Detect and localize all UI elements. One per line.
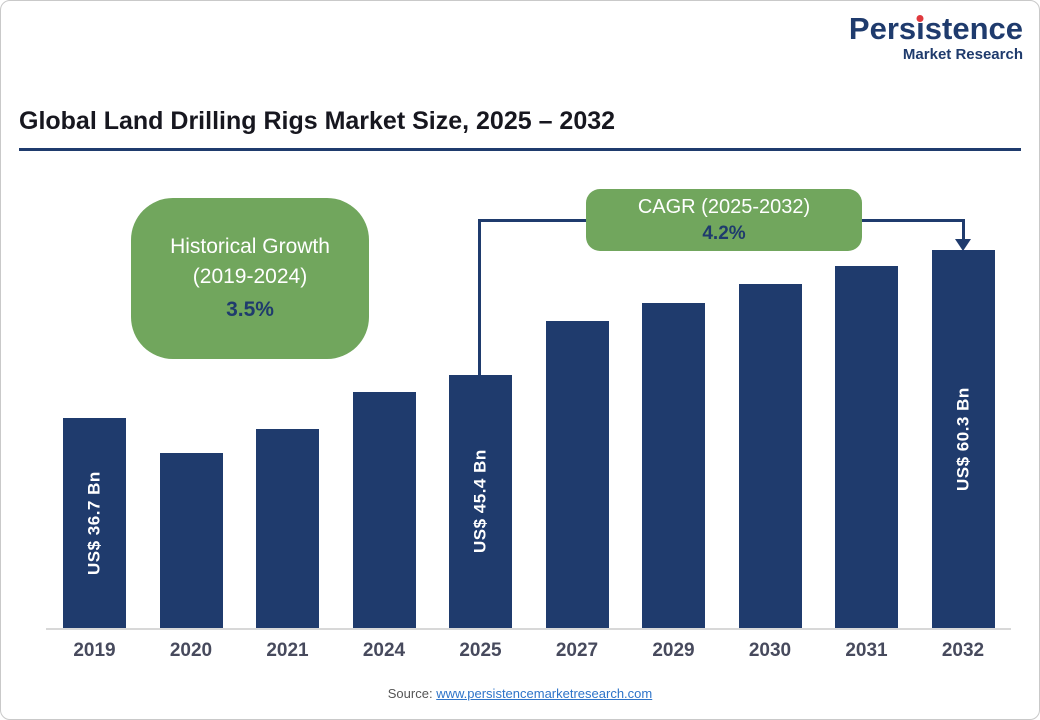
bar-2030 [738,284,802,628]
x-axis-label-2025: 2025 [459,640,502,661]
x-axis-label-2032: 2032 [941,640,985,661]
source-link[interactable]: www.persistencemarketresearch.com [436,686,653,701]
x-axis-label-2019: 2019 [73,640,116,661]
bar-2031 [835,266,898,628]
bar-2027 [545,321,609,628]
x-axis-label-2024: 2024 [362,640,406,661]
cagr-connector-right-horizontal [858,219,965,222]
bar-2019: US$ 36.7 Bn [63,418,126,628]
x-axis-label-2030: 2030 [748,640,792,661]
source-line: Source: www.persistencemarketresearch.co… [1,686,1039,701]
cagr-connector-right-vertical [962,219,965,240]
cagr-connector-left-vertical [478,219,481,377]
brand-subtitle: Market Research [902,46,1023,63]
chart-title: Global Land Drilling Rigs Market Size, 2… [19,107,616,135]
historical-growth-rate: 3.5% [226,297,274,321]
x-axis-label-2021: 2021 [266,640,309,661]
bar-chart: US$ 36.7 Bn 2019 2020 2021 2024 US$ 45.4 Bn 20… [46,171,1011,671]
x-axis-label-2031: 2031 [845,640,888,661]
cagr-label: CAGR (2025-2032) [637,195,811,218]
historical-growth-callout: Historical Growth (2019-2024) 3.5% [131,198,369,359]
brand-name-post: stence [924,11,1023,46]
bar-2020 [159,453,223,628]
bar-2025: US$ 45.4 Bn [449,375,512,628]
brand-name-pre: Pers [848,11,917,46]
source-label: Source: [387,686,433,701]
bar-2024 [352,392,416,628]
cagr-arrow-down-icon [955,239,971,251]
bar-2032: US$ 60.3 Bn [931,250,995,628]
x-axis-label-2020: 2020 [169,640,213,661]
cagr-callout: CAGR (2025-2032) 4.2% [586,189,862,251]
bar-value-label-2019: US$ 36.7 Bn [84,471,104,575]
cagr-rate: 4.2% [702,222,746,244]
bar-value-label-2032: US$ 60.3 Bn [953,387,972,491]
cagr-connector-left-horizontal [478,219,590,222]
x-axis-label-2029: 2029 [652,640,695,661]
brand-name: Persistence [849,13,1023,44]
bar-2021 [256,429,319,628]
x-axis-label-2027: 2027 [555,640,599,661]
title-underline [19,148,1021,151]
brand-logo: Persistence Market Research [849,13,1023,62]
bar-2029 [642,303,705,628]
brand-red-dot-i: i [916,11,925,46]
historical-growth-label: Historical Growth (2019-2024) [170,234,330,289]
x-axis-line [46,628,1011,630]
bar-value-label-2025: US$ 45.4 Bn [470,449,490,554]
